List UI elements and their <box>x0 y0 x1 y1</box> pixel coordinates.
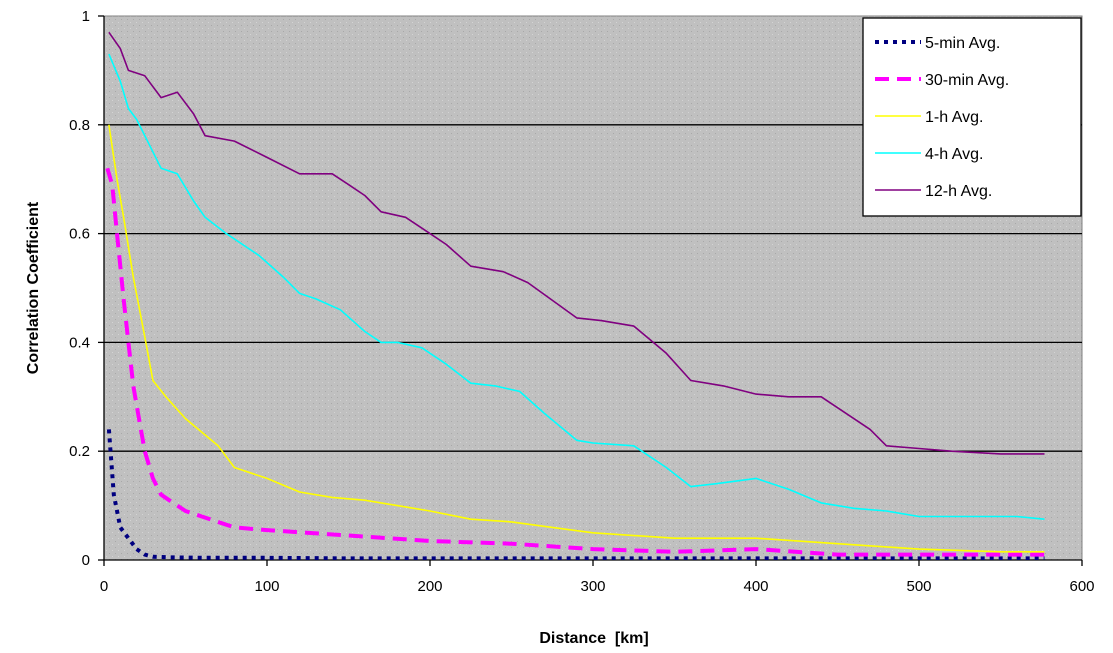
x-axis-title: Distance [km] <box>539 630 648 647</box>
legend-label: 4-h Avg. <box>925 146 983 163</box>
y-tick-label: 0 <box>82 552 90 569</box>
x-tick-label: 200 <box>417 578 442 595</box>
y-tick-label: 0.6 <box>69 226 90 243</box>
x-tick-label: 600 <box>1069 578 1094 595</box>
legend-box <box>862 17 1082 217</box>
x-tick-label: 100 <box>254 578 279 595</box>
x-tick-label: 400 <box>743 578 768 595</box>
series-layer <box>105 31 1045 560</box>
x-tick-labels: 0 100 200 300 400 500 600 <box>100 578 1095 595</box>
y-tick-label: 0.4 <box>69 334 90 351</box>
x-tick-label: 300 <box>580 578 605 595</box>
legend-label: 30-min Avg. <box>925 72 1009 89</box>
series-line-3 <box>108 124 1045 553</box>
y-axis-title: Correlation Coefficient <box>25 201 42 374</box>
x-tick-label: 500 <box>906 578 931 595</box>
legend-label: 1-h Avg. <box>925 109 983 126</box>
y-tick-label: 1 <box>82 8 90 25</box>
legend-label: 5-min Avg. <box>925 35 1000 52</box>
y-tick-label: 0.8 <box>69 117 90 134</box>
series-line-4 <box>108 53 1045 520</box>
y-tick-label: 0.2 <box>69 443 90 460</box>
gridlines <box>104 124 1082 452</box>
legend: 5-min Avg. 30-min Avg. 1-h Avg. 4-h Avg. 12-… <box>862 17 1082 217</box>
x-tick-label: 0 <box>100 578 108 595</box>
legend-label: 12-h Avg. <box>925 183 992 200</box>
y-tick-labels: 0 0.2 0.4 0.6 0.8 1 <box>69 8 90 569</box>
series-line-2 <box>105 167 1045 557</box>
series-line-5 <box>108 31 1045 455</box>
